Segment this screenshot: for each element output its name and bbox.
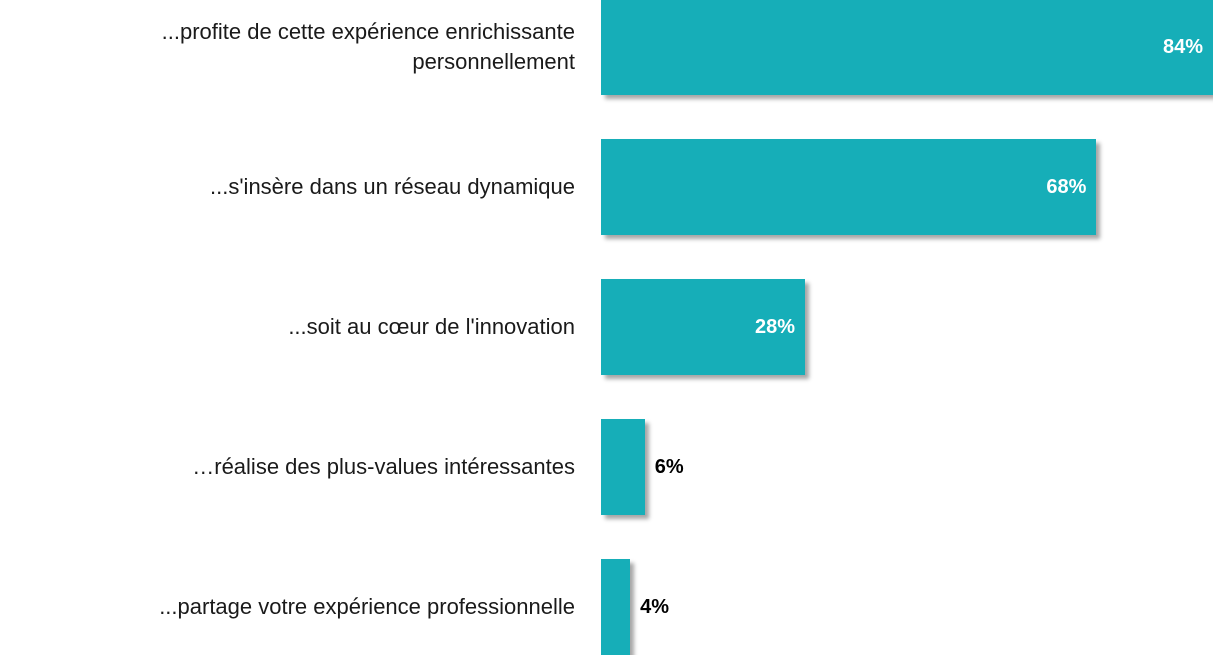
value-label: 84%: [1162, 36, 1203, 58]
bar: [601, 0, 1213, 95]
category-label: ...partage votre expérience professionne…: [159, 594, 575, 619]
bar: [601, 559, 631, 655]
bar: [601, 139, 1097, 235]
category-label: ...soit au cœur de l'innovation: [288, 314, 575, 339]
value-label: 68%: [1046, 176, 1087, 198]
category-label: ...profite de cette expérience enrichiss…: [161, 19, 575, 74]
value-label: 28%: [754, 316, 795, 338]
bar: [601, 419, 645, 515]
category-label: …réalise des plus-values intéressantes: [192, 454, 575, 479]
bar: [601, 279, 805, 375]
category-label: ...s'insère dans un réseau dynamique: [210, 174, 575, 199]
value-label: 6%: [654, 456, 684, 478]
value-label: 4%: [640, 596, 670, 618]
